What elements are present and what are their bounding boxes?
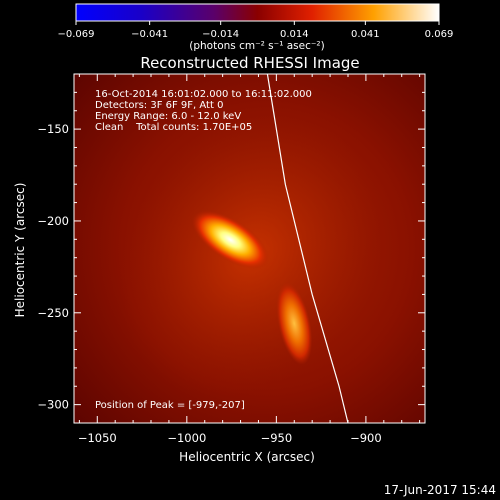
colorbar-unit-label: (photons cm⁻² s⁻¹ asec⁻²) — [189, 40, 324, 52]
colorbar-tick-label: −0.041 — [131, 29, 168, 40]
y-tick-label: −150 — [37, 122, 69, 136]
x-tick-label: −900 — [350, 431, 382, 445]
info-line-time: 16-Oct-2014 16:01:02.000 to 16:11:02.000 — [95, 89, 312, 100]
colorbar-tick-label: 0.069 — [425, 29, 454, 40]
chart-title: Reconstructed RHESSI Image — [140, 54, 359, 72]
peak-source — [191, 210, 269, 270]
colorbar-tick-label: 0.041 — [351, 29, 380, 40]
x-axis-ticks: −1050 −1000 −950 −900 — [78, 74, 421, 445]
info-line-energy: Energy Range: 6.0 - 12.0 keV — [95, 111, 241, 122]
plot-image — [74, 74, 425, 423]
solar-limb-line — [266, 74, 349, 423]
plot-frame — [73, 73, 426, 424]
y-axis-label: Heliocentric Y (arcsec) — [13, 183, 27, 318]
colorbar-tick-label: −0.014 — [202, 29, 239, 40]
secondary-source — [276, 282, 313, 365]
y-axis-ticks: −150 −200 −250 −300 — [37, 73, 425, 424]
source-layer — [119, 114, 381, 396]
y-tick-label: −300 — [37, 398, 69, 412]
x-tick-label: −950 — [261, 431, 293, 445]
y-tick-label: −200 — [37, 214, 69, 228]
colorbar-tick-label: 0.014 — [280, 29, 309, 40]
footer-date: 17-Jun-2017 15:44 — [384, 483, 496, 497]
colorbar-ticks: −0.069 −0.041 −0.014 0.014 0.041 0.069 — [57, 21, 453, 40]
colorbar-tick-label: −0.069 — [57, 29, 94, 40]
x-tick-label: −1050 — [78, 431, 117, 445]
info-block: 16-Oct-2014 16:01:02.000 to 16:11:02.000… — [95, 89, 312, 133]
x-tick-label: −1000 — [167, 431, 206, 445]
info-line-counts: Clean Total counts: 1.70E+05 — [95, 122, 252, 133]
info-line-detectors: Detectors: 3F 6F 9F, Att 0 — [95, 100, 223, 111]
x-axis-label: Heliocentric X (arcsec) — [179, 450, 315, 464]
colorbar — [75, 3, 440, 22]
peak-position-label: Position of Peak = [-979,-207] — [95, 400, 245, 411]
y-tick-label: −250 — [37, 306, 69, 320]
